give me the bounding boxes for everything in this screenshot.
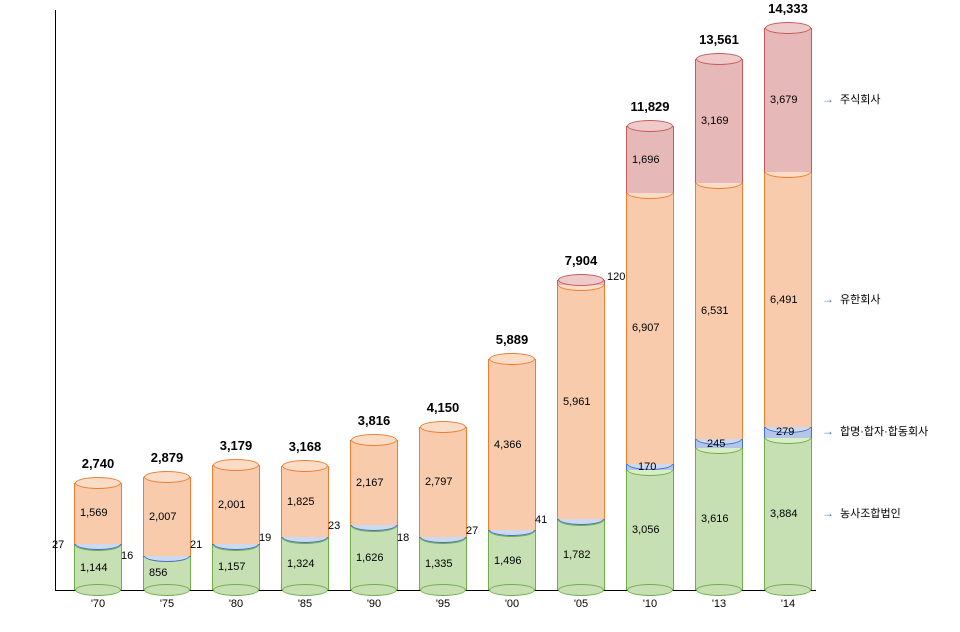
chart-container: 1,144 27 1,569 2,740 '70 856 16 2,007 2,879 '75 1,… — [0, 0, 960, 632]
segment-value-label: 1,144 — [80, 562, 108, 574]
segment-value-label: 120 — [607, 271, 625, 283]
segment-value-label: 6,531 — [701, 305, 729, 317]
bar-segment-s2 — [557, 519, 605, 521]
segment-value-label: 5,961 — [563, 396, 591, 408]
bar-segment-s2 — [74, 544, 122, 545]
segment-value-label: 1,696 — [632, 154, 660, 166]
x-axis-label: '95 — [419, 598, 467, 610]
segment-value-label: 2,797 — [425, 476, 453, 488]
segment-value-label: 3,884 — [770, 508, 798, 520]
legend-item: → 합명·합자·합동회사 — [816, 423, 928, 439]
bar-total-label: 13,561 — [689, 32, 749, 47]
segment-value-label: 2,001 — [218, 499, 246, 511]
segment-value-label: 279 — [776, 426, 794, 438]
bar-segment-s4 — [557, 280, 605, 285]
segment-value-label: 6,491 — [770, 294, 798, 306]
segment-value-label: 1,157 — [218, 561, 246, 573]
segment-value-label: 1,825 — [287, 496, 315, 508]
x-axis-label: '70 — [74, 598, 122, 610]
segment-value-label: 1,496 — [494, 555, 522, 567]
bar-segment-s2 — [212, 544, 260, 545]
x-axis-label: '00 — [488, 598, 536, 610]
x-axis-label: '13 — [695, 598, 743, 610]
bar-segment-s2 — [350, 525, 398, 526]
legend-label: 주식회사 — [840, 91, 880, 107]
bar-segment-s2 — [143, 556, 191, 557]
segment-value-label: 245 — [707, 438, 725, 450]
x-axis-label: '75 — [143, 598, 191, 610]
arrow-right-icon: → — [822, 92, 834, 106]
bar-total-label: 3,168 — [275, 439, 335, 454]
bar-total-label: 2,740 — [68, 456, 128, 471]
segment-value-label: 2,167 — [356, 477, 384, 489]
segment-value-label: 27 — [466, 525, 478, 537]
x-axis-label: '10 — [626, 598, 674, 610]
bar-total-label: 7,904 — [551, 253, 611, 268]
segment-value-label: 1,335 — [425, 558, 453, 570]
bar-total-label: 3,179 — [206, 438, 266, 453]
bar-total-label: 2,879 — [137, 450, 197, 465]
arrow-right-icon: → — [822, 424, 834, 438]
segment-value-label: 3,616 — [701, 513, 729, 525]
x-axis-label: '90 — [350, 598, 398, 610]
legend-item: → 유한회사 — [816, 291, 880, 307]
legend-item: → 주식회사 — [816, 91, 880, 107]
segment-value-label: 1,569 — [80, 507, 108, 519]
segment-value-label: 170 — [638, 461, 656, 473]
bar-total-label: 5,889 — [482, 332, 542, 347]
bar-segment-s2 — [419, 537, 467, 538]
x-axis-label: '85 — [281, 598, 329, 610]
segment-value-label: 23 — [328, 520, 340, 532]
segment-value-label: 19 — [259, 532, 271, 544]
segment-value-label: 3,056 — [632, 524, 660, 536]
bar-total-label: 4,150 — [413, 400, 473, 415]
legend-label: 합명·합자·합동회사 — [840, 423, 928, 439]
segment-value-label: 856 — [149, 567, 167, 579]
segment-value-label: 18 — [397, 532, 409, 544]
legend-label: 유한회사 — [840, 291, 880, 307]
bar-segment-s2 — [488, 530, 536, 531]
segment-value-label: 1,782 — [563, 549, 591, 561]
x-axis-label: '14 — [764, 598, 812, 610]
bar-total-label: 14,333 — [758, 1, 818, 16]
segment-value-label: 6,907 — [632, 322, 660, 334]
segment-value-label: 3,169 — [701, 115, 729, 127]
bar-total-label: 11,829 — [620, 99, 680, 114]
segment-value-label: 41 — [535, 514, 547, 526]
segment-value-label: 1,324 — [287, 558, 315, 570]
bar-segment-s2 — [281, 537, 329, 538]
arrow-right-icon: → — [822, 506, 834, 520]
x-axis-label: '80 — [212, 598, 260, 610]
segment-value-label: 1,626 — [356, 552, 384, 564]
segment-value-label: 3,679 — [770, 94, 798, 106]
segment-value-label: 21 — [190, 539, 202, 551]
arrow-right-icon: → — [822, 292, 834, 306]
x-axis-label: '05 — [557, 598, 605, 610]
segment-value-label: 16 — [121, 550, 133, 562]
legend-item: → 농사조합법인 — [816, 505, 901, 521]
segment-value-label: 4,366 — [494, 439, 522, 451]
plot-area: 1,144271,5692,740'70856162,0072,879'751,… — [55, 10, 816, 591]
segment-value-label: 27 — [52, 539, 64, 551]
segment-value-label: 2,007 — [149, 511, 177, 523]
bar-total-label: 3,816 — [344, 413, 404, 428]
legend-label: 농사조합법인 — [840, 505, 901, 521]
